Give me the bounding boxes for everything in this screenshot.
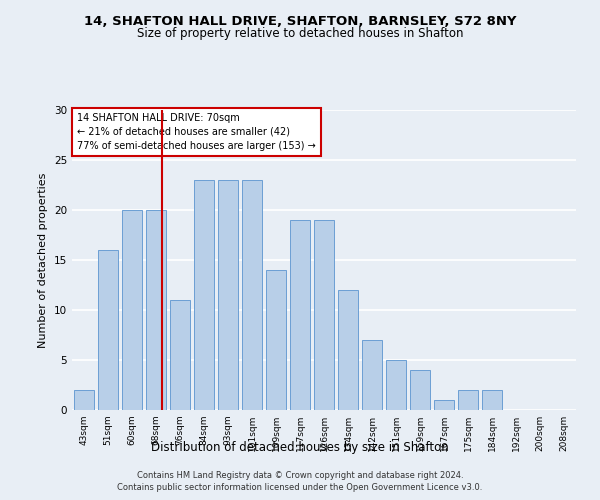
Y-axis label: Number of detached properties: Number of detached properties [38, 172, 49, 348]
Bar [434, 400, 454, 410]
Bar [194, 180, 214, 410]
Bar [362, 340, 382, 410]
Bar [338, 290, 358, 410]
Text: Contains public sector information licensed under the Open Government Licence v3: Contains public sector information licen… [118, 484, 482, 492]
Bar [122, 210, 142, 410]
Bar [218, 180, 238, 410]
Bar [170, 300, 190, 410]
Bar [410, 370, 430, 410]
Text: 14 SHAFTON HALL DRIVE: 70sqm
← 21% of detached houses are smaller (42)
77% of se: 14 SHAFTON HALL DRIVE: 70sqm ← 21% of de… [77, 113, 316, 151]
Bar [386, 360, 406, 410]
Bar [146, 210, 166, 410]
Text: Contains HM Land Registry data © Crown copyright and database right 2024.: Contains HM Land Registry data © Crown c… [137, 471, 463, 480]
Text: Distribution of detached houses by size in Shafton: Distribution of detached houses by size … [151, 441, 449, 454]
Text: 14, SHAFTON HALL DRIVE, SHAFTON, BARNSLEY, S72 8NY: 14, SHAFTON HALL DRIVE, SHAFTON, BARNSLE… [84, 15, 516, 28]
Bar [482, 390, 502, 410]
Bar [314, 220, 334, 410]
Text: Size of property relative to detached houses in Shafton: Size of property relative to detached ho… [137, 28, 463, 40]
Bar [98, 250, 118, 410]
Bar [266, 270, 286, 410]
Bar [290, 220, 310, 410]
Bar [242, 180, 262, 410]
Bar [458, 390, 478, 410]
Bar [74, 390, 94, 410]
